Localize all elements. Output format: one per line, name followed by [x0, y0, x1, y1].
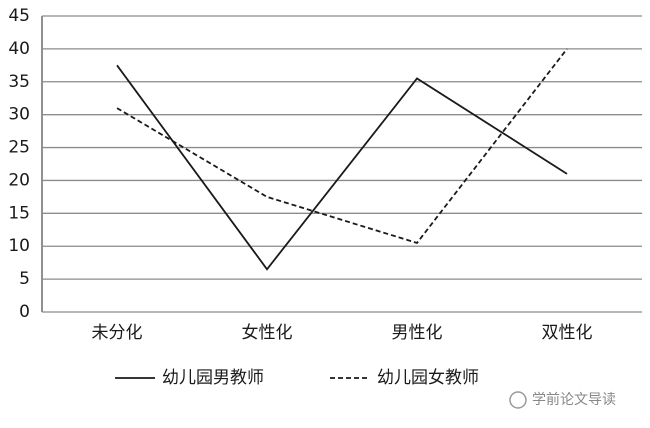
y-tick-label: 40: [8, 39, 30, 59]
watermark-icon: [509, 391, 527, 409]
y-tick-label: 15: [8, 203, 30, 223]
y-tick-label: 5: [19, 269, 30, 289]
x-tick-label: 男性化: [392, 323, 443, 343]
legend-label: 幼儿园女教师: [377, 368, 479, 388]
watermark-text: 学前论文导读: [532, 391, 616, 408]
y-tick-label: 25: [8, 138, 30, 158]
series-line: [116, 64, 568, 271]
y-tick-label: 30: [8, 105, 30, 125]
x-tick-label: 女性化: [242, 323, 293, 343]
x-tick-label: 未分化: [92, 323, 143, 343]
y-tick-label: 35: [8, 72, 30, 92]
y-tick-label: 45: [8, 6, 30, 26]
x-tick-label: 双性化: [542, 323, 593, 343]
series-line: [116, 48, 568, 244]
watermark: 学前论文导读: [509, 391, 616, 409]
y-tick-label: 0: [19, 302, 30, 322]
y-tick-label: 20: [8, 170, 30, 190]
y-tick-label: 10: [8, 236, 30, 256]
legend-label: 幼儿园男教师: [162, 368, 264, 388]
